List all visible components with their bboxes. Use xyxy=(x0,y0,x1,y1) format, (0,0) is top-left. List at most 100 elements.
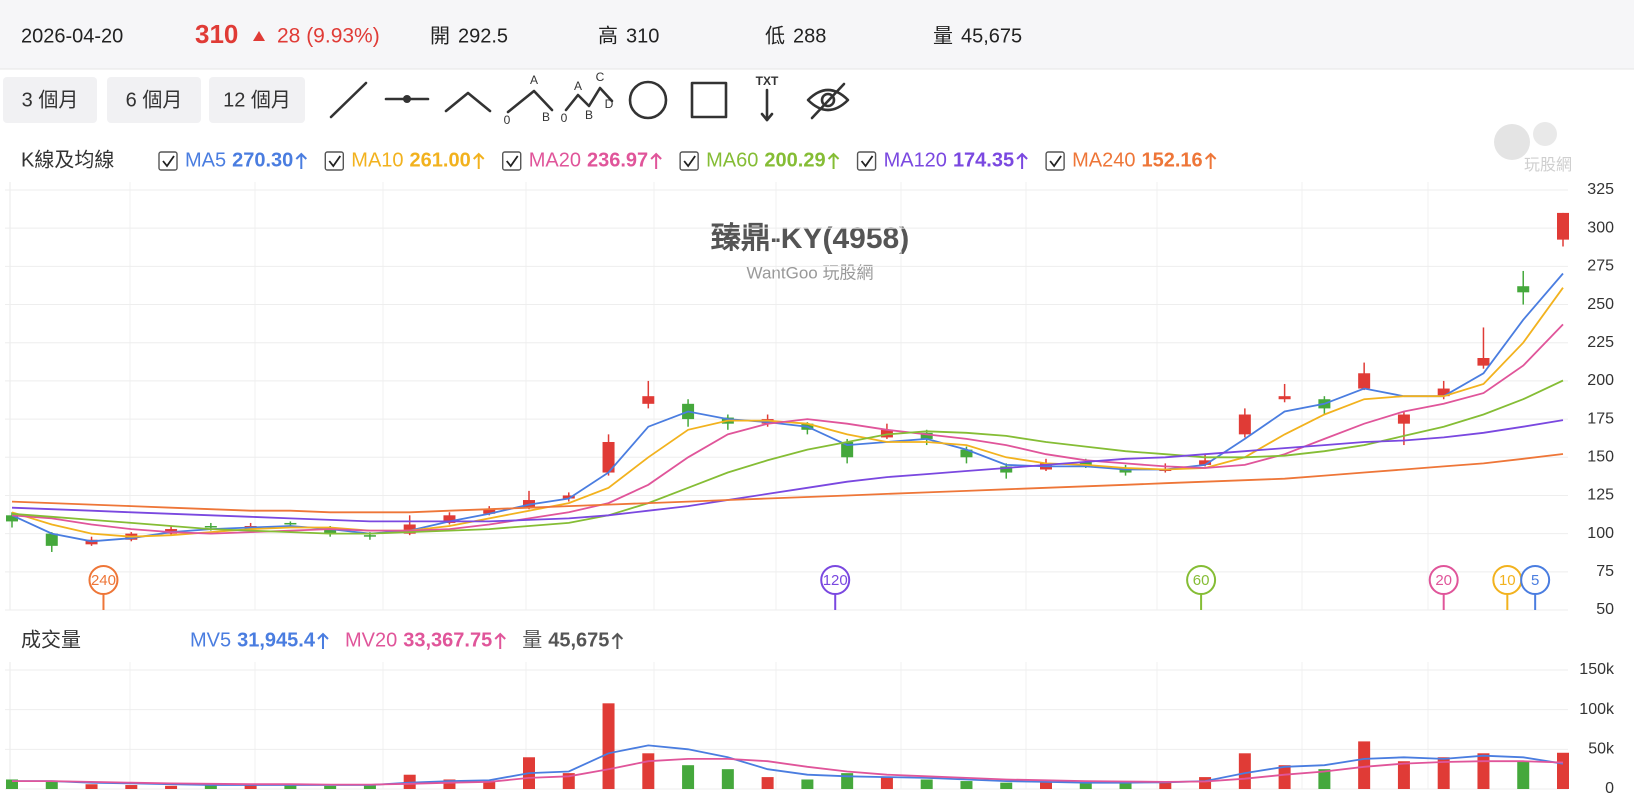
range-label[interactable]: 3 個月 xyxy=(22,88,79,111)
range-label[interactable]: 12 個月 xyxy=(223,88,291,111)
abc-tool[interactable]: A 0 B xyxy=(504,73,554,127)
y-tick-label: 200 xyxy=(1587,372,1614,389)
y-tick-label: 275 xyxy=(1587,258,1614,275)
volume-bar xyxy=(165,785,178,789)
trend-arrow xyxy=(1204,152,1217,169)
volume-bar xyxy=(85,784,98,789)
volume-bar xyxy=(682,765,695,789)
range-button[interactable] xyxy=(3,77,97,123)
legend-name: MV5 xyxy=(190,629,231,651)
tool-letter: B xyxy=(542,110,550,124)
candle-body xyxy=(204,526,217,528)
change: 28 (9.93%) xyxy=(277,25,380,48)
volume-bar xyxy=(363,785,376,789)
legend-value: 45,675 xyxy=(548,629,609,651)
legend-checkbox[interactable] xyxy=(856,151,877,171)
volume-bar xyxy=(801,779,814,789)
abcd-tool[interactable]: A C 0 B D xyxy=(561,70,614,125)
candle-body xyxy=(1199,460,1212,465)
ma-marker xyxy=(1186,565,1217,595)
legend-checkbox[interactable] xyxy=(158,151,178,171)
trend-arrow xyxy=(611,632,624,649)
legend-checkbox[interactable] xyxy=(679,151,699,171)
tool-letter: D xyxy=(605,97,614,111)
legend-name: MA240 xyxy=(1072,149,1135,171)
volume-bar xyxy=(602,703,615,789)
watermark-logo xyxy=(1533,122,1557,146)
candle-body xyxy=(284,522,297,525)
tool-letter: 0 xyxy=(504,113,511,127)
volume-bar xyxy=(204,785,217,789)
stat-label: 量 xyxy=(933,25,953,47)
angle-tool[interactable] xyxy=(444,91,492,113)
legend-checkbox[interactable] xyxy=(502,151,522,171)
ma-marker-label: 10 xyxy=(1499,572,1516,589)
y-tick-label: 75 xyxy=(1596,563,1614,580)
hline-tool[interactable] xyxy=(384,95,430,103)
candle-body xyxy=(1278,396,1291,400)
average-line xyxy=(11,453,1564,514)
checkmark xyxy=(1049,155,1062,168)
range-label[interactable]: 6 個月 xyxy=(126,88,183,111)
range-button[interactable] xyxy=(209,77,305,123)
volume-bar xyxy=(1557,752,1569,789)
volume-bar xyxy=(1318,769,1331,789)
y-tick-label: 50 xyxy=(1596,601,1614,618)
candle-body xyxy=(1079,461,1092,465)
y-tick-label: 100k xyxy=(1579,701,1615,718)
legend-value: 261.00 xyxy=(410,149,471,171)
tool-letter: TXT xyxy=(756,74,779,88)
trend-arrow xyxy=(317,632,329,649)
volume-bar xyxy=(244,784,257,789)
legend-name: MA20 xyxy=(529,149,581,171)
y-tick-label: 150 xyxy=(1587,448,1614,465)
legend-checkbox[interactable] xyxy=(324,151,344,171)
checkmark xyxy=(506,155,519,168)
stat-value: 310 xyxy=(626,25,659,47)
legend-value: 200.29 xyxy=(764,149,825,171)
line-tool[interactable] xyxy=(329,81,368,119)
candle-body xyxy=(960,449,973,458)
volume-bar xyxy=(642,753,655,789)
candle-body xyxy=(324,527,337,534)
legend-value: 33,367.75 xyxy=(403,629,492,651)
trend-arrow xyxy=(494,632,506,649)
volume-bar xyxy=(1397,761,1410,789)
candle-body xyxy=(1397,414,1410,424)
volume-bar xyxy=(1000,782,1013,789)
volume-bar xyxy=(6,779,18,789)
up-triangle xyxy=(253,31,265,41)
volume-bar xyxy=(1119,782,1132,789)
tool-letter: A xyxy=(530,73,538,87)
candle-body xyxy=(6,515,18,522)
y-tick-label: 125 xyxy=(1587,487,1614,504)
y-tick-label: 250 xyxy=(1587,296,1614,313)
range-button[interactable] xyxy=(107,77,201,123)
volume-bar xyxy=(960,781,973,789)
legend-value: 152.16 xyxy=(1141,149,1202,171)
text-tool[interactable]: TXT xyxy=(756,74,779,122)
volume-bar xyxy=(284,785,297,789)
candle-body xyxy=(1557,212,1569,240)
legend-value: 31,945.4 xyxy=(237,629,316,651)
candle-body xyxy=(483,509,496,514)
hide-tool[interactable] xyxy=(806,82,850,120)
candle-body xyxy=(562,495,575,499)
volume-bar xyxy=(1358,741,1371,789)
circle-tool[interactable] xyxy=(628,80,668,120)
volume-bar xyxy=(721,769,734,789)
volume-bar xyxy=(1477,753,1490,789)
candle-body xyxy=(642,396,655,404)
candle-body xyxy=(1000,466,1013,473)
rect-tool[interactable] xyxy=(690,81,728,119)
candle-body xyxy=(45,533,58,546)
legend-checkbox[interactable] xyxy=(1045,151,1065,171)
stat-label: 開 xyxy=(430,25,450,47)
candle-body xyxy=(1238,414,1251,435)
candle-body xyxy=(1358,373,1371,389)
volume-bar xyxy=(920,779,933,789)
y-tick-label: 300 xyxy=(1587,219,1614,236)
